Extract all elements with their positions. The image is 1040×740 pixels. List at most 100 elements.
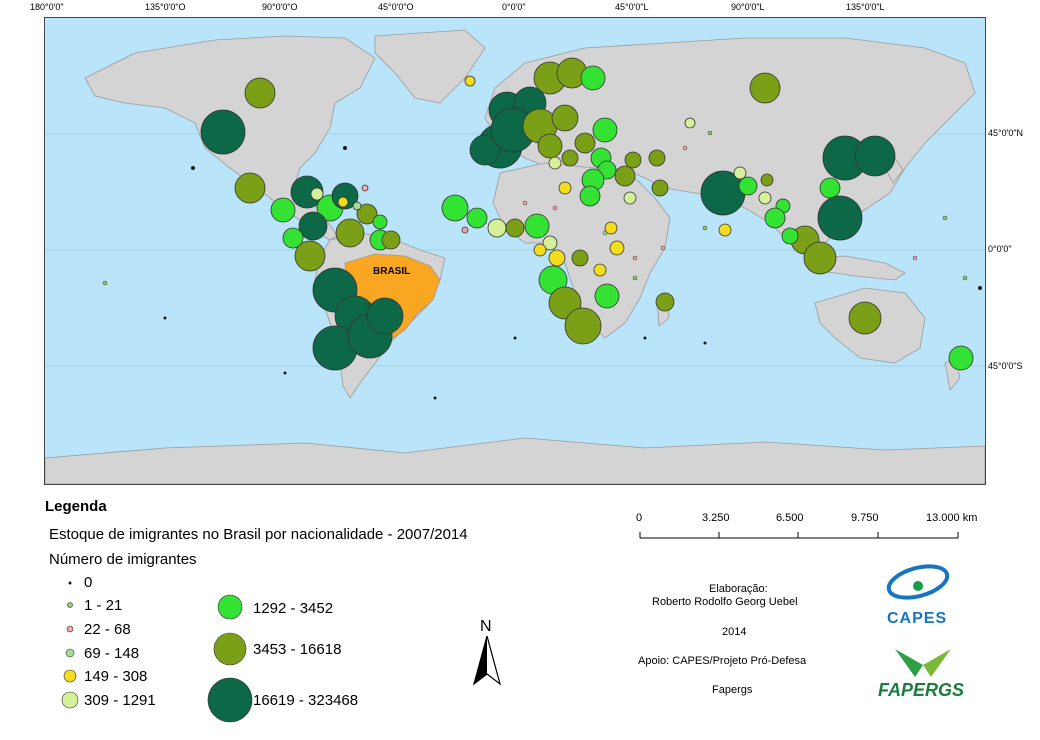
symbol-israel [579, 185, 601, 207]
scale-label-3: 9.750 [851, 512, 879, 524]
legend-label-4: 149 - 308 [84, 668, 148, 685]
symbol-caribbean-4 [361, 184, 369, 192]
symbol-russia-w [592, 117, 618, 143]
symbol-iran [614, 165, 636, 187]
legend-symbol-2 [66, 625, 74, 633]
symbol-poland [551, 104, 579, 132]
legend-symbol-8 [207, 677, 253, 723]
graticule-label-lon-180: 180°0'0" [30, 2, 64, 12]
legend-title: Legenda [45, 498, 107, 515]
symbol-drc [571, 249, 589, 267]
symbol-cameroon [542, 235, 558, 251]
symbol-colombia [298, 211, 328, 241]
credits-support: Apoio: CAPES/Projeto Pró-Defesa [638, 655, 807, 667]
symbol-nepal [733, 166, 747, 180]
symbol-kenya [609, 240, 625, 256]
legend-symbol-6 [217, 594, 243, 620]
world-map: BRASIL [44, 17, 986, 485]
immigrant-symbols [200, 57, 974, 371]
capes-logo [886, 564, 950, 600]
symbol-ecuador [282, 227, 304, 249]
legend-label-8: 16619 - 323468 [253, 692, 359, 709]
symbol-usa [200, 109, 246, 155]
symbol-ethiopia [604, 221, 618, 235]
graticule-label-lon-135w: 135°0'0"O [145, 2, 186, 12]
symbol-new-zealand [948, 345, 974, 371]
symbol-taiwan [819, 177, 841, 199]
fapergs-logo-text: FAPERGS [878, 680, 965, 700]
legend-symbol-0 [68, 581, 72, 585]
legend-symbol-4 [63, 669, 77, 683]
fapergs-logo [895, 649, 951, 677]
symbol-greece [548, 156, 562, 170]
symbol-gabon [533, 243, 547, 257]
symbol-mexico [234, 172, 266, 204]
symbol-singapore [781, 227, 799, 245]
symbol-thailand [758, 191, 772, 205]
symbol-haiti [356, 203, 378, 225]
symbol-madagascar [655, 292, 675, 312]
world-map-svg: BRASIL [45, 18, 985, 484]
symbol-congo [548, 249, 566, 267]
symbol-central-asia [648, 149, 666, 167]
symbol-guiana [372, 214, 388, 230]
legend-symbol-7 [213, 632, 247, 666]
scale-bar [639, 532, 959, 539]
symbol-korea [854, 135, 896, 177]
symbol-japan [817, 195, 863, 241]
symbol-pakistan [651, 179, 669, 197]
legend-label-1: 1 - 21 [84, 597, 123, 614]
symbol-malaysia [764, 207, 786, 229]
symbol-tanzania [593, 263, 607, 277]
legend-label-3: 69 - 148 [84, 645, 140, 662]
north-arrow-icon [472, 636, 502, 686]
symbol-cape-verde [461, 226, 469, 234]
capes-logo-text: CAPES [887, 610, 948, 627]
symbol-iceland [464, 75, 476, 87]
legend-subtitle: Estoque de imigrantes no Brasil por naci… [49, 526, 468, 543]
symbol-romania [561, 149, 579, 167]
symbol-nigeria [524, 213, 550, 239]
land-antarctica [45, 437, 985, 484]
symbol-sri-lanka [718, 223, 732, 237]
symbol-ghana [505, 218, 525, 238]
legend-symbol-3 [65, 648, 75, 658]
symbol-south-africa [564, 307, 602, 345]
graticule-label-lon-135e: 135°0'0"L [846, 2, 885, 12]
symbol-caribbean-2 [337, 196, 349, 208]
symbol-ukraine [574, 132, 596, 154]
legend-label-5: 309 - 1291 [84, 692, 156, 709]
legend-label-6: 1292 - 3452 [253, 600, 334, 617]
symbol-italy [537, 133, 563, 159]
symbol-egypt [558, 181, 572, 195]
credits-elaboracao: Elaboração: [709, 583, 768, 595]
symbol-suriname [381, 230, 401, 250]
symbol-uruguay [366, 297, 404, 335]
graticule-label-lat-45n: 45°0'0"N [988, 128, 1024, 138]
north-letter: N [480, 618, 492, 635]
legend-symbol-5 [61, 691, 79, 709]
credits-author: Roberto Rodolfo Georg Uebel [652, 596, 798, 608]
graticule-label-lon-90w: 90°0'0"O [262, 2, 298, 12]
symbol-venezuela [335, 218, 365, 248]
symbol-caribbean-1 [310, 187, 324, 201]
symbol-finland [580, 65, 606, 91]
symbol-spain [469, 134, 501, 166]
small-symbols [102, 130, 982, 400]
legend-symbols [61, 581, 253, 723]
legend-symbol-1 [67, 602, 73, 608]
symbol-central-america-1 [270, 197, 296, 223]
symbol-peru [294, 240, 326, 272]
graticule-label-lon-45e: 45°0'0"L [615, 2, 649, 12]
scale-label-1: 3.250 [702, 512, 730, 524]
credits-fapergs: Fapergs [712, 684, 753, 696]
graticule-label-lat-0: 0°0'0" [988, 244, 1012, 254]
symbol-lao [760, 173, 774, 187]
symbol-mozambique [594, 283, 620, 309]
legend-count-label: Número de imigrantes [49, 551, 197, 568]
scale-label-0: 0 [636, 512, 643, 524]
symbol-senegal [466, 207, 488, 229]
land-greenland [374, 29, 486, 104]
symbol-canada [244, 77, 276, 109]
symbol-guinea [487, 218, 507, 238]
